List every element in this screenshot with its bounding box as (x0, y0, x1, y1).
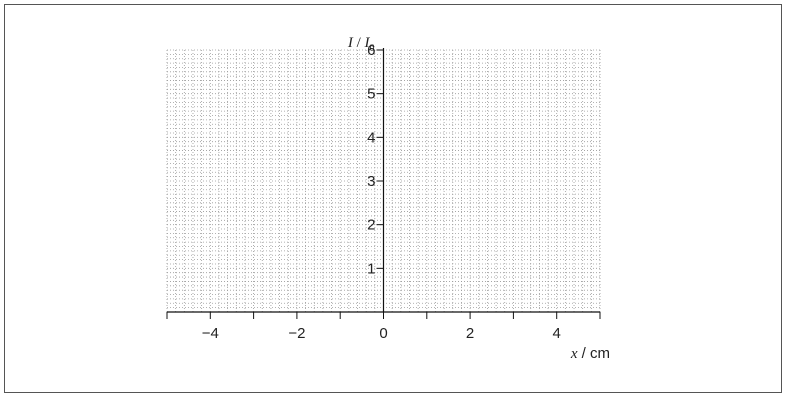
x-tick-label: 2 (466, 325, 474, 342)
y-axis-label: I / I0 (347, 35, 375, 54)
x-tick-label: −2 (288, 325, 305, 342)
y-tick-label: 2 (367, 217, 375, 234)
y-tick-label: 3 (367, 173, 375, 190)
y-tick-label: 5 (367, 86, 375, 103)
x-axis-label: x / cm (570, 345, 610, 362)
x-tick-label: 4 (553, 325, 561, 342)
y-tick-label: 1 (367, 260, 375, 277)
x-tick-label: 0 (379, 325, 387, 342)
y-tick-label: 6 (367, 42, 375, 59)
y-tick-label: 4 (367, 129, 375, 146)
x-tick-label: −4 (202, 325, 219, 342)
